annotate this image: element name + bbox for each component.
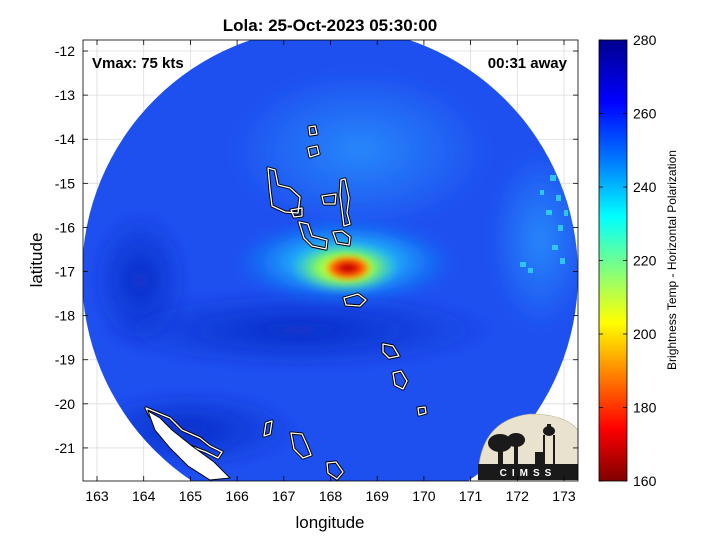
x-tick-label: 165 bbox=[179, 488, 203, 504]
colorbar-label: Brightness Temp - Horizontal Polarizatio… bbox=[665, 150, 679, 370]
colorbar-tick-label: 180 bbox=[633, 400, 657, 416]
x-tick-label: 172 bbox=[506, 488, 530, 504]
y-tick-label: -17 bbox=[55, 264, 75, 280]
dark-patch-west bbox=[90, 210, 190, 350]
time-away-label: 00:31 away bbox=[488, 55, 568, 72]
y-axis-label: latitude bbox=[27, 233, 46, 288]
x-tick-label: 173 bbox=[552, 488, 576, 504]
x-tick-label: 164 bbox=[132, 488, 156, 504]
chart-title: Lola: 25-Oct-2023 05:30:00 bbox=[223, 16, 438, 35]
colorbar-tick-label: 160 bbox=[633, 473, 657, 489]
colorbar-ticks: 160 180 200 220 240 260 280 bbox=[599, 32, 657, 489]
colorbar-tick-label: 280 bbox=[633, 32, 657, 48]
coastline-highlight bbox=[145, 125, 427, 480]
x-tick-label: 169 bbox=[366, 488, 390, 504]
x-tick-label: 163 bbox=[85, 488, 109, 504]
y-tick-label: -13 bbox=[55, 87, 75, 103]
y-axis-ticks: -12 -13 -14 -15 -16 -17 -18 -19 -20 -21 bbox=[55, 43, 578, 456]
colorbar-tick-label: 220 bbox=[633, 253, 657, 269]
cimss-logo: CIMSS bbox=[477, 413, 579, 481]
colorbar-tick-label: 260 bbox=[633, 106, 657, 122]
dark-patch-south bbox=[100, 290, 500, 370]
x-tick-label: 167 bbox=[272, 488, 296, 504]
y-tick-label: -20 bbox=[55, 396, 75, 412]
vmax-label: Vmax: 75 kts bbox=[92, 55, 184, 72]
y-tick-label: -18 bbox=[55, 308, 75, 324]
cimss-logo-text: CIMSS bbox=[500, 468, 557, 479]
x-tick-label: 166 bbox=[225, 488, 249, 504]
light-patch-north bbox=[230, 70, 490, 230]
cold-core bbox=[324, 255, 372, 281]
colorbar: 160 180 200 220 240 260 280 Brightness Temp - … bbox=[598, 32, 679, 489]
new-caledonia-coast bbox=[147, 409, 231, 481]
y-tick-label: -16 bbox=[55, 219, 75, 235]
x-tick-label: 171 bbox=[459, 488, 483, 504]
y-tick-label: -19 bbox=[55, 352, 75, 368]
y-tick-label: -14 bbox=[55, 131, 75, 147]
colorbar-tick-label: 200 bbox=[633, 326, 657, 342]
y-tick-label: -12 bbox=[55, 43, 75, 59]
x-tick-label: 170 bbox=[412, 488, 436, 504]
colorbar-gradient bbox=[598, 39, 628, 482]
east-limb-speckle bbox=[520, 175, 568, 273]
x-axis-ticks: 163 164 165 166 167 168 169 170 171 172 173 bbox=[85, 40, 576, 504]
y-tick-label: -21 bbox=[55, 440, 75, 456]
plot-area: CIMSS Vmax: 75 kts 00:31 away 163 164 165 1… bbox=[55, 39, 579, 504]
microwave-swath bbox=[83, 40, 578, 481]
x-axis-label: longitude bbox=[295, 513, 364, 532]
colorbar-tick-label: 240 bbox=[633, 179, 657, 195]
x-tick-label: 168 bbox=[319, 488, 343, 504]
y-tick-label: -15 bbox=[55, 175, 75, 191]
